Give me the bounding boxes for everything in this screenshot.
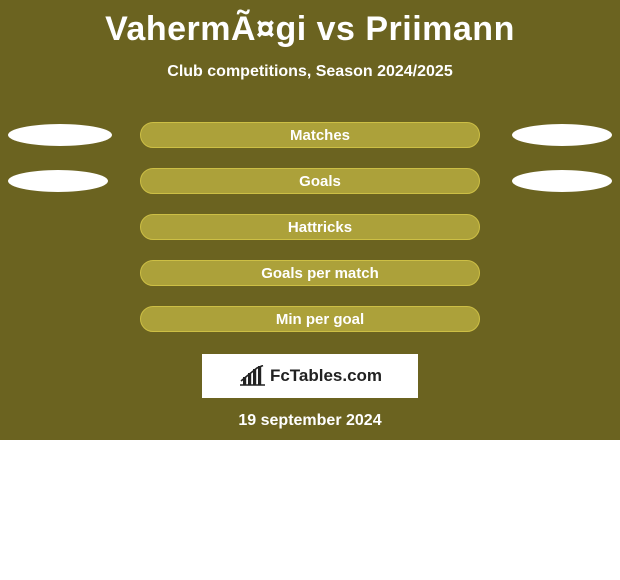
- comparison-panel: VahermÃ¤gi vs Priimann Club competitions…: [0, 0, 620, 440]
- bar-chart-icon: [238, 365, 266, 387]
- metric-bar: Goals per match: [140, 260, 480, 286]
- left-value-ellipse: [8, 170, 108, 192]
- date-label: 19 september 2024: [0, 412, 620, 430]
- metric-label: Min per goal: [276, 311, 364, 328]
- right-value-ellipse: [512, 124, 612, 146]
- metric-bar: Min per goal: [140, 306, 480, 332]
- metric-bar: Goals: [140, 168, 480, 194]
- left-value-ellipse: [8, 124, 112, 146]
- right-value-ellipse: [512, 170, 612, 192]
- subtitle: Club competitions, Season 2024/2025: [0, 63, 620, 81]
- logo-text: FcTables.com: [270, 366, 382, 386]
- chart-rows: Matches Goals Hattricks Goals per match Min …: [0, 112, 620, 342]
- chart-row: Min per goal: [0, 296, 620, 342]
- chart-row: Matches: [0, 112, 620, 158]
- page-title: VahermÃ¤gi vs Priimann: [0, 0, 620, 49]
- metric-label: Hattricks: [288, 219, 352, 236]
- metric-bar: Matches: [140, 122, 480, 148]
- chart-row: Goals: [0, 158, 620, 204]
- metric-label: Goals per match: [261, 265, 379, 282]
- chart-row: Goals per match: [0, 250, 620, 296]
- logo-box: FcTables.com: [202, 354, 418, 398]
- metric-label: Matches: [290, 127, 350, 144]
- metric-bar: Hattricks: [140, 214, 480, 240]
- metric-label: Goals: [299, 173, 341, 190]
- chart-row: Hattricks: [0, 204, 620, 250]
